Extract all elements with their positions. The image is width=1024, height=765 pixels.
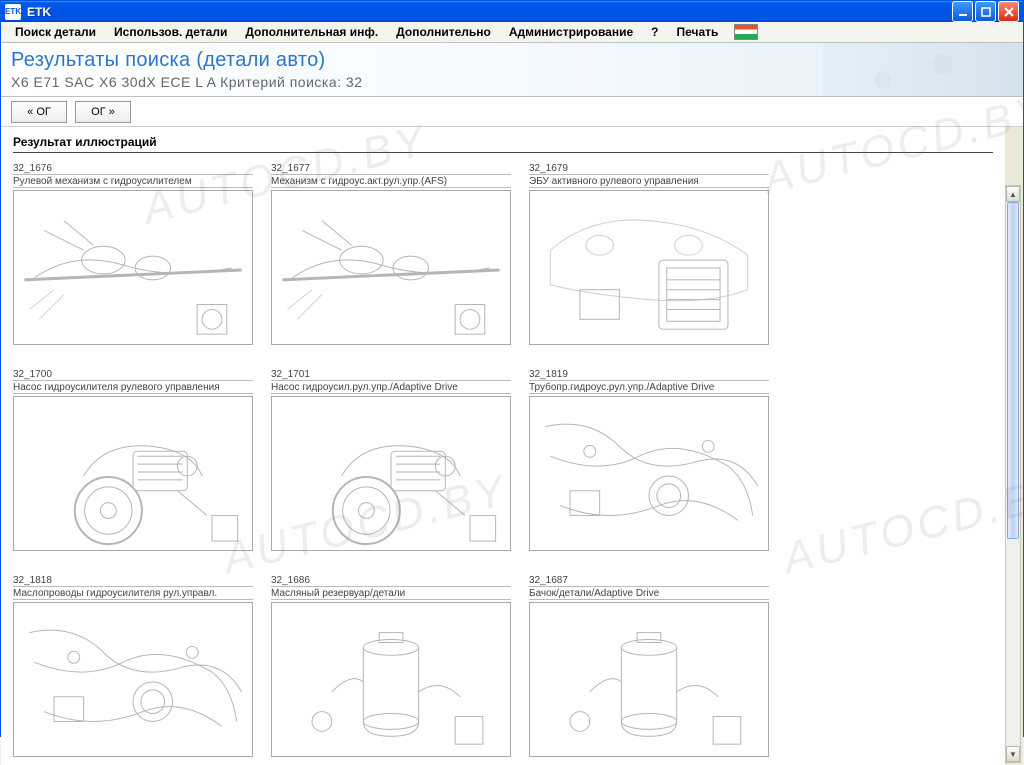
illustration-desc: Трубопр.гидроус.рул.упр./Adaptive Drive bbox=[529, 382, 769, 394]
content-area: Результат иллюстраций 32_1676Рулевой мех… bbox=[1, 127, 1023, 765]
header-decor-icon bbox=[823, 43, 1023, 96]
illustration-thumbnail[interactable] bbox=[13, 190, 253, 345]
scroll-thumb[interactable] bbox=[1007, 202, 1019, 539]
close-button[interactable] bbox=[998, 1, 1019, 22]
illustration-desc: Насос гидроусилителя рулевого управления bbox=[13, 382, 253, 394]
illustration-card[interactable]: 32_1679ЭБУ активного рулевого управления bbox=[529, 163, 769, 345]
language-flag-icon[interactable] bbox=[734, 24, 758, 40]
illustration-code: 32_1676 bbox=[13, 163, 253, 175]
minimize-button[interactable] bbox=[952, 1, 973, 22]
illustration-thumbnail[interactable] bbox=[271, 190, 511, 345]
illustration-desc: Насос гидроусил.рул.упр./Adaptive Drive bbox=[271, 382, 511, 394]
header-strip: Результаты поиска (детали авто) X6 E71 S… bbox=[1, 43, 1023, 97]
app-icon: ETK bbox=[5, 4, 21, 20]
menu-additional[interactable]: Дополнительно bbox=[388, 22, 499, 42]
illustration-code: 32_1679 bbox=[529, 163, 769, 175]
illustration-code: 32_1686 bbox=[271, 575, 511, 587]
illustration-code: 32_1677 bbox=[271, 163, 511, 175]
maximize-button[interactable] bbox=[975, 1, 996, 22]
scroll-track[interactable] bbox=[1006, 202, 1020, 746]
minimize-icon bbox=[958, 7, 968, 17]
illustration-desc: ЭБУ активного рулевого управления bbox=[529, 176, 769, 188]
close-icon bbox=[1004, 7, 1014, 17]
illustration-card[interactable]: 32_1701Насос гидроусил.рул.упр./Adaptive… bbox=[271, 369, 511, 551]
illustration-card[interactable]: 32_1819Трубопр.гидроус.рул.упр./Adaptive… bbox=[529, 369, 769, 551]
scroll-down-button[interactable]: ▼ bbox=[1006, 746, 1020, 762]
menu-additional-info[interactable]: Дополнительная инф. bbox=[237, 22, 386, 42]
menu-admin[interactable]: Администрирование bbox=[501, 22, 641, 42]
illustration-card[interactable]: 32_1687Бачок/детали/Adaptive Drive bbox=[529, 575, 769, 757]
scroll-up-button[interactable]: ▲ bbox=[1006, 186, 1020, 202]
illustration-card[interactable]: 32_1677Механизм с гидроус.акт.рул.упр.(A… bbox=[271, 163, 511, 345]
illustration-code: 32_1700 bbox=[13, 369, 253, 381]
window-title: ETK bbox=[27, 5, 952, 19]
illustration-code: 32_1819 bbox=[529, 369, 769, 381]
menu-search-part[interactable]: Поиск детали bbox=[7, 22, 104, 42]
illustration-thumbnail[interactable] bbox=[13, 602, 253, 757]
illustration-thumbnail[interactable] bbox=[529, 190, 769, 345]
vertical-scrollbar[interactable]: ▲ ▼ bbox=[1005, 185, 1021, 763]
menu-used-parts[interactable]: Использов. детали bbox=[106, 22, 235, 42]
titlebar: ETK ETK bbox=[1, 1, 1023, 22]
illustration-code: 32_1701 bbox=[271, 369, 511, 381]
illustration-card[interactable]: 32_1676Рулевой механизм с гидроусилителе… bbox=[13, 163, 253, 345]
menu-print[interactable]: Печать bbox=[668, 22, 726, 42]
nav-back-button[interactable]: « ОГ bbox=[11, 101, 67, 123]
illustration-thumbnail[interactable] bbox=[13, 396, 253, 551]
illustration-thumbnail[interactable] bbox=[529, 396, 769, 551]
illustration-card[interactable]: 32_1700Насос гидроусилителя рулевого упр… bbox=[13, 369, 253, 551]
window-buttons bbox=[952, 1, 1019, 22]
illustration-desc: Рулевой механизм с гидроусилителем bbox=[13, 176, 253, 188]
illustration-code: 32_1687 bbox=[529, 575, 769, 587]
illustration-desc: Масляный резервуар/детали bbox=[271, 588, 511, 600]
illustration-card[interactable]: 32_1818Маслопроводы гидроусилителя рул.у… bbox=[13, 575, 253, 757]
illustration-desc: Механизм с гидроус.акт.рул.упр.(AFS) bbox=[271, 176, 511, 188]
nav-forward-button[interactable]: ОГ » bbox=[75, 101, 131, 123]
illustration-thumbnail[interactable] bbox=[271, 396, 511, 551]
maximize-icon bbox=[981, 7, 991, 17]
illustration-card[interactable]: 32_1686Масляный резервуар/детали bbox=[271, 575, 511, 757]
illustration-grid: 32_1676Рулевой механизм с гидроусилителе… bbox=[13, 163, 993, 757]
menu-help[interactable]: ? bbox=[643, 22, 666, 42]
illustration-desc: Бачок/детали/Adaptive Drive bbox=[529, 588, 769, 600]
app-window: ETK ETK Поиск детали Использов. детали Д… bbox=[0, 0, 1024, 737]
nav-toolbar: « ОГ ОГ » bbox=[1, 97, 1023, 127]
content-outer: Результат иллюстраций 32_1676Рулевой мех… bbox=[1, 127, 1023, 765]
illustration-thumbnail[interactable] bbox=[271, 602, 511, 757]
illustration-desc: Маслопроводы гидроусилителя рул.управл. bbox=[13, 588, 253, 600]
illustration-thumbnail[interactable] bbox=[529, 602, 769, 757]
menubar: Поиск детали Использов. детали Дополните… bbox=[1, 22, 1023, 43]
illustration-code: 32_1818 bbox=[13, 575, 253, 587]
section-title: Результат иллюстраций bbox=[13, 135, 993, 153]
